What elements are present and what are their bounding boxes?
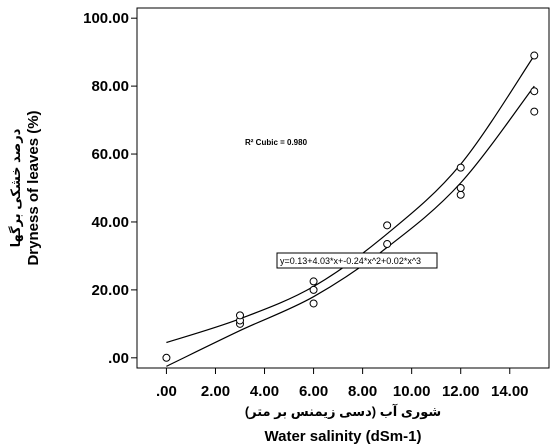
x-axis-title-secondary: شوری آب (دسی زیمنس بر متر) — [245, 403, 441, 419]
y-tick-label: .00 — [108, 350, 129, 367]
data-point — [530, 87, 539, 96]
data-point — [456, 184, 465, 192]
y-tick-label: 80.00 — [91, 78, 129, 95]
r-squared-label: R² Cubic = 0.980 — [245, 138, 308, 147]
y-tick-label: 20.00 — [91, 282, 129, 299]
x-tick-label: 12.00 — [442, 383, 480, 400]
chart-marks: .00 20.00 40.00 60.00 80.00 100.00 .00 2.00 4.00… — [83, 10, 539, 400]
data-point — [383, 240, 392, 249]
equation-box — [276, 252, 438, 269]
data-point — [456, 190, 465, 199]
x-tick-label: 14.00 — [491, 383, 529, 400]
y-tick-label: 40.00 — [91, 214, 129, 231]
data-point — [236, 311, 244, 320]
plot-area — [136, 7, 550, 369]
x-axis-title: Water salinity (dSm-1) — [265, 428, 422, 445]
data-point — [309, 285, 318, 294]
x-tick-label: .00 — [156, 383, 177, 400]
data-point — [530, 107, 539, 116]
x-tick-label: 8.00 — [348, 383, 377, 400]
fit-line-lower — [166, 85, 535, 367]
x-tick-label: 6.00 — [299, 383, 328, 400]
data-point — [383, 221, 392, 230]
x-tick-label: 4.00 — [250, 383, 279, 400]
x-tick-label: 2.00 — [201, 383, 230, 400]
data-point — [530, 51, 539, 60]
y-tick-label: 60.00 — [91, 146, 129, 163]
data-point — [162, 353, 171, 362]
x-tick-label: 10.00 — [393, 383, 431, 400]
y-axis-title-secondary: درصد خشکی برگها — [8, 128, 23, 247]
y-axis-title: Dryness of leaves (%) — [25, 110, 42, 265]
data-point — [309, 277, 318, 286]
y-tick-label: 100.00 — [83, 10, 129, 27]
data-point — [309, 299, 318, 308]
equation-label: y=0.13+4.03*x+-0.24*x^2+0.02*x^3 — [280, 256, 421, 266]
data-point — [456, 163, 465, 172]
